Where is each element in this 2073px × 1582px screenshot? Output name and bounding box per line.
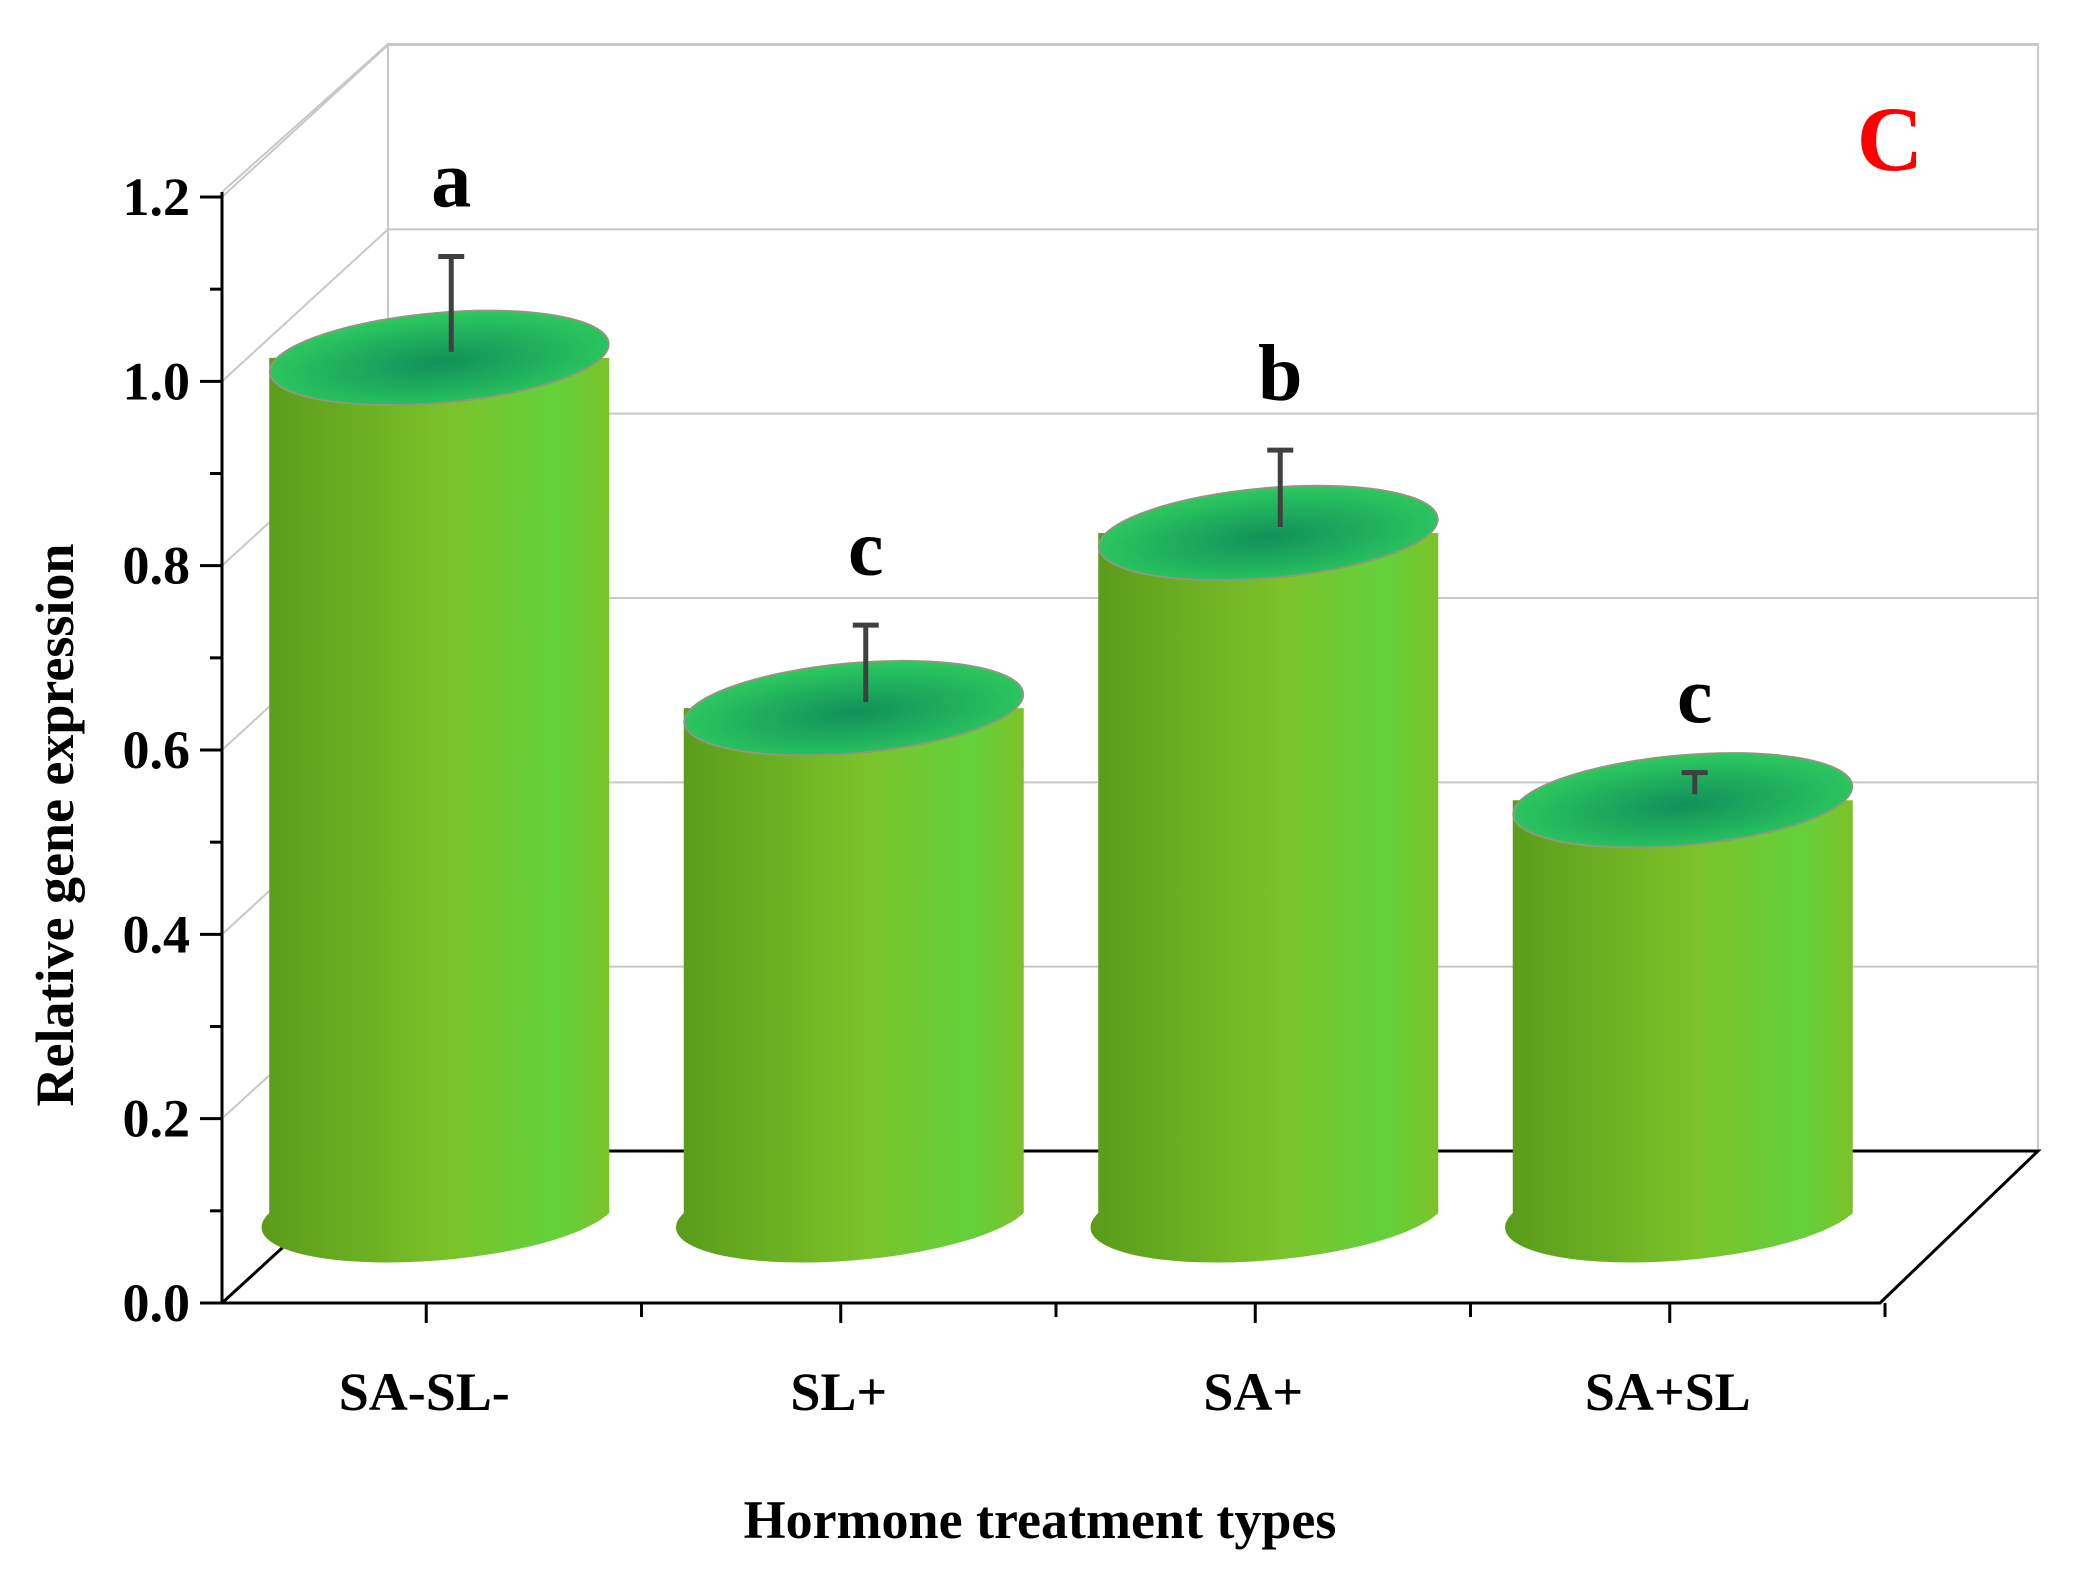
y-tick-label: 1.0 <box>123 351 191 411</box>
bar-top <box>1097 484 1439 582</box>
y-axis-title: Relative gene expression <box>25 544 85 1107</box>
y-tick-label: 0.6 <box>123 720 191 780</box>
bars <box>261 309 1854 1263</box>
gridline-side <box>221 228 389 383</box>
bar-top <box>268 309 610 407</box>
top-left-edge <box>221 43 389 193</box>
bar-body <box>1505 800 1853 1263</box>
significance-letter: a <box>431 137 471 225</box>
bar-SL+ <box>676 659 1025 1263</box>
y-tick-label: 0.4 <box>123 904 191 964</box>
bar-top <box>1512 752 1854 849</box>
bar-top <box>683 659 1025 757</box>
bar-body <box>676 708 1024 1263</box>
significance-letter: c <box>1677 653 1713 741</box>
x-tick-label: SA+ <box>1203 1362 1303 1422</box>
error-bars <box>438 254 1708 795</box>
bar-SA+SL <box>1505 752 1854 1263</box>
labels: a SA-SL-c SL+ b SA+ c SA+SL 0.0 0.2 0.4 0.6 0.8 1.0 1… <box>123 137 1751 1422</box>
y-tick-label: 0.2 <box>123 1089 191 1149</box>
bar-SA-SL- <box>261 309 610 1263</box>
x-axis-title: Hormone treatment types <box>744 1490 1337 1550</box>
y-tick-label: 1.2 <box>123 167 191 227</box>
y-tick-label: 0.8 <box>123 536 191 596</box>
significance-letter: c <box>848 505 884 593</box>
y-tick-label: 0.0 <box>123 1273 191 1333</box>
x-tick-label: SA-SL- <box>339 1362 510 1422</box>
bar-body <box>1090 533 1439 1263</box>
x-tick-label: SA+SL <box>1585 1362 1751 1422</box>
panel-label: C <box>1857 88 1923 190</box>
x-tick-label: SL+ <box>790 1362 887 1422</box>
bar-SA+ <box>1090 484 1439 1263</box>
bar-body <box>261 357 610 1263</box>
significance-letter: b <box>1258 330 1303 418</box>
axes <box>200 192 1887 1323</box>
gridline-side <box>221 44 389 198</box>
